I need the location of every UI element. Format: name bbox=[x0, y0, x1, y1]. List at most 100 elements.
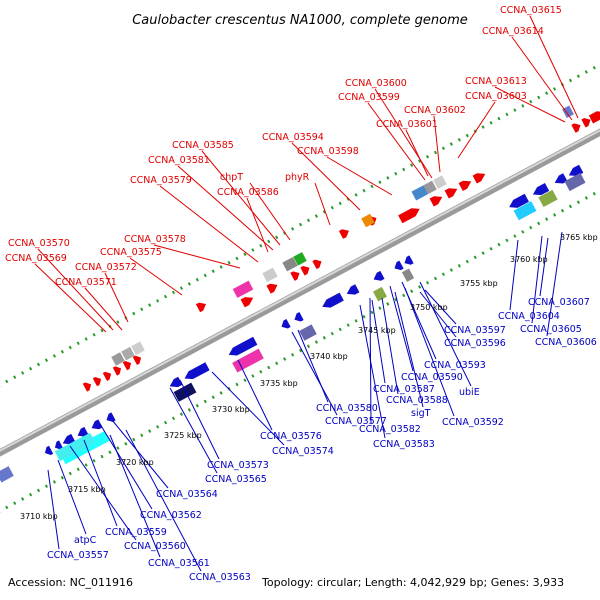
leader-line bbox=[539, 237, 549, 297]
reverse-gene-label: CCNA_03580 bbox=[316, 403, 378, 414]
reverse-gene-label: CCNA_03573 bbox=[207, 460, 269, 471]
reverse-gene-label: ubiE bbox=[459, 387, 480, 398]
tick-label: 3735 kbp bbox=[260, 379, 298, 388]
reverse-gene-3 bbox=[62, 433, 76, 445]
leader-line bbox=[394, 291, 424, 408]
tick-label: 3730 kbp bbox=[212, 405, 250, 414]
leader-line bbox=[374, 88, 433, 179]
forward-block-9 bbox=[411, 185, 429, 201]
reverse-gene-9 bbox=[228, 336, 258, 356]
forward-gene-17 bbox=[571, 123, 581, 133]
tick-label: 3765 kbp bbox=[560, 233, 598, 242]
forward-gene-4 bbox=[112, 366, 122, 376]
leader-line bbox=[83, 439, 118, 527]
reverse-block-8 bbox=[401, 268, 415, 282]
leader-line bbox=[111, 419, 169, 489]
reverse-gene-18 bbox=[532, 182, 550, 196]
leader-line bbox=[34, 263, 107, 333]
reverse-gene-label: CCNA_03583 bbox=[373, 439, 435, 450]
reverse-gene-label: CCNA_03563 bbox=[189, 572, 251, 583]
leader-line bbox=[419, 291, 457, 338]
reverse-gene-label: CCNA_03582 bbox=[359, 424, 421, 435]
forward-gene-19 bbox=[588, 111, 600, 124]
tick-label: 3725 kbp bbox=[164, 431, 202, 440]
reverse-gene-labels: CCNA_03604 CCNA_03607 CCNA_03605 CCNA_03606… bbox=[47, 297, 597, 583]
tick-label: 3750 kbp bbox=[410, 303, 448, 312]
forward-gene-10 bbox=[300, 266, 310, 276]
forward-gene-7 bbox=[240, 297, 254, 308]
leader-line bbox=[125, 429, 202, 572]
leader-line bbox=[371, 299, 386, 384]
leader-line bbox=[37, 248, 114, 331]
forward-gene-16 bbox=[472, 173, 486, 184]
leader-line bbox=[546, 231, 563, 337]
forward-gene-13 bbox=[429, 196, 443, 207]
forward-gene-label: CCNA_03571 bbox=[55, 277, 117, 288]
leader-line bbox=[433, 115, 441, 173]
leader-line bbox=[153, 244, 241, 269]
tick-label: 3715 kbp bbox=[68, 485, 106, 494]
reverse-gene-11 bbox=[294, 312, 304, 322]
forward-block-7 bbox=[293, 252, 307, 266]
leader-line bbox=[494, 86, 566, 123]
leader-line bbox=[291, 142, 361, 211]
forward-gene-5 bbox=[122, 361, 132, 371]
leader-line bbox=[314, 182, 331, 226]
reverse-block-3 bbox=[0, 466, 14, 483]
forward-gene-label: CCNA_03614 bbox=[482, 26, 544, 37]
leader-line bbox=[169, 387, 218, 474]
leader-line bbox=[109, 434, 161, 558]
reverse-gene-12 bbox=[322, 292, 344, 308]
leader-line bbox=[201, 150, 281, 246]
forward-gene-label: CCNA_03569 bbox=[5, 253, 67, 264]
leader-line bbox=[69, 445, 137, 541]
forward-gene-label: CCNA_03575 bbox=[100, 247, 162, 258]
leader-line bbox=[404, 287, 455, 417]
inner-dotted-ring bbox=[0, 188, 600, 513]
map-title: Caulobacter crescentus NA1000, complete … bbox=[132, 13, 468, 28]
reverse-gene-label: CCNA_03590 bbox=[401, 372, 463, 383]
forward-gene-label: CCNA_03594 bbox=[262, 132, 324, 143]
forward-gene-label: CCNA_03599 bbox=[338, 92, 400, 103]
forward-block-10 bbox=[423, 180, 437, 195]
reverse-gene-label: CCNA_03574 bbox=[272, 446, 334, 457]
forward-gene-8 bbox=[266, 283, 278, 294]
reverse-block-9 bbox=[513, 201, 537, 221]
reverse-block-11 bbox=[564, 172, 586, 192]
reverse-gene-14 bbox=[373, 270, 385, 281]
forward-gene-6 bbox=[132, 355, 142, 365]
forward-gene-12 bbox=[398, 208, 420, 224]
tick-label: 3755 kbp bbox=[460, 279, 498, 288]
forward-gene-21 bbox=[338, 229, 349, 239]
reverse-gene-label: CCNA_03562 bbox=[140, 510, 202, 521]
reverse-block-10 bbox=[538, 189, 558, 208]
reverse-gene-5 bbox=[91, 419, 103, 430]
forward-gene-label: CCNA_03615 bbox=[500, 5, 562, 16]
forward-block-5 bbox=[262, 267, 278, 283]
forward-gene-label: CCNA_03613 bbox=[465, 76, 527, 87]
feature-rings bbox=[0, 62, 600, 513]
reverse-gene-label: CCNA_03606 bbox=[535, 337, 597, 348]
topology-text: Topology: circular; Length: 4,042,929 bp… bbox=[261, 576, 564, 589]
forward-gene-label: CCNA_03579 bbox=[130, 175, 192, 186]
forward-gene-2 bbox=[92, 377, 102, 387]
reverse-block-4 bbox=[173, 382, 197, 402]
reverse-gene-19 bbox=[554, 173, 568, 184]
leader-line bbox=[249, 182, 291, 241]
forward-block-1 bbox=[111, 352, 125, 366]
accession-text: Accession: NC_011916 bbox=[8, 576, 133, 589]
leader-line bbox=[57, 459, 87, 535]
forward-block-3 bbox=[131, 341, 145, 356]
forward-block-11 bbox=[433, 175, 447, 189]
leader-line bbox=[511, 36, 573, 121]
leader-line bbox=[159, 185, 259, 263]
leader-line bbox=[291, 331, 338, 416]
forward-block-8 bbox=[361, 213, 375, 228]
reverse-gene-8 bbox=[184, 362, 210, 380]
forward-block-4 bbox=[232, 280, 254, 298]
forward-gene-labels: CCNA_03615 CCNA_03614 CCNA_03613 CCNA_03603… bbox=[5, 5, 562, 288]
forward-block-6 bbox=[282, 256, 298, 272]
reverse-gene-label: CCNA_03587 bbox=[373, 384, 435, 395]
gene-features bbox=[0, 105, 600, 483]
forward-gene-label: CCNA_03585 bbox=[172, 140, 234, 151]
